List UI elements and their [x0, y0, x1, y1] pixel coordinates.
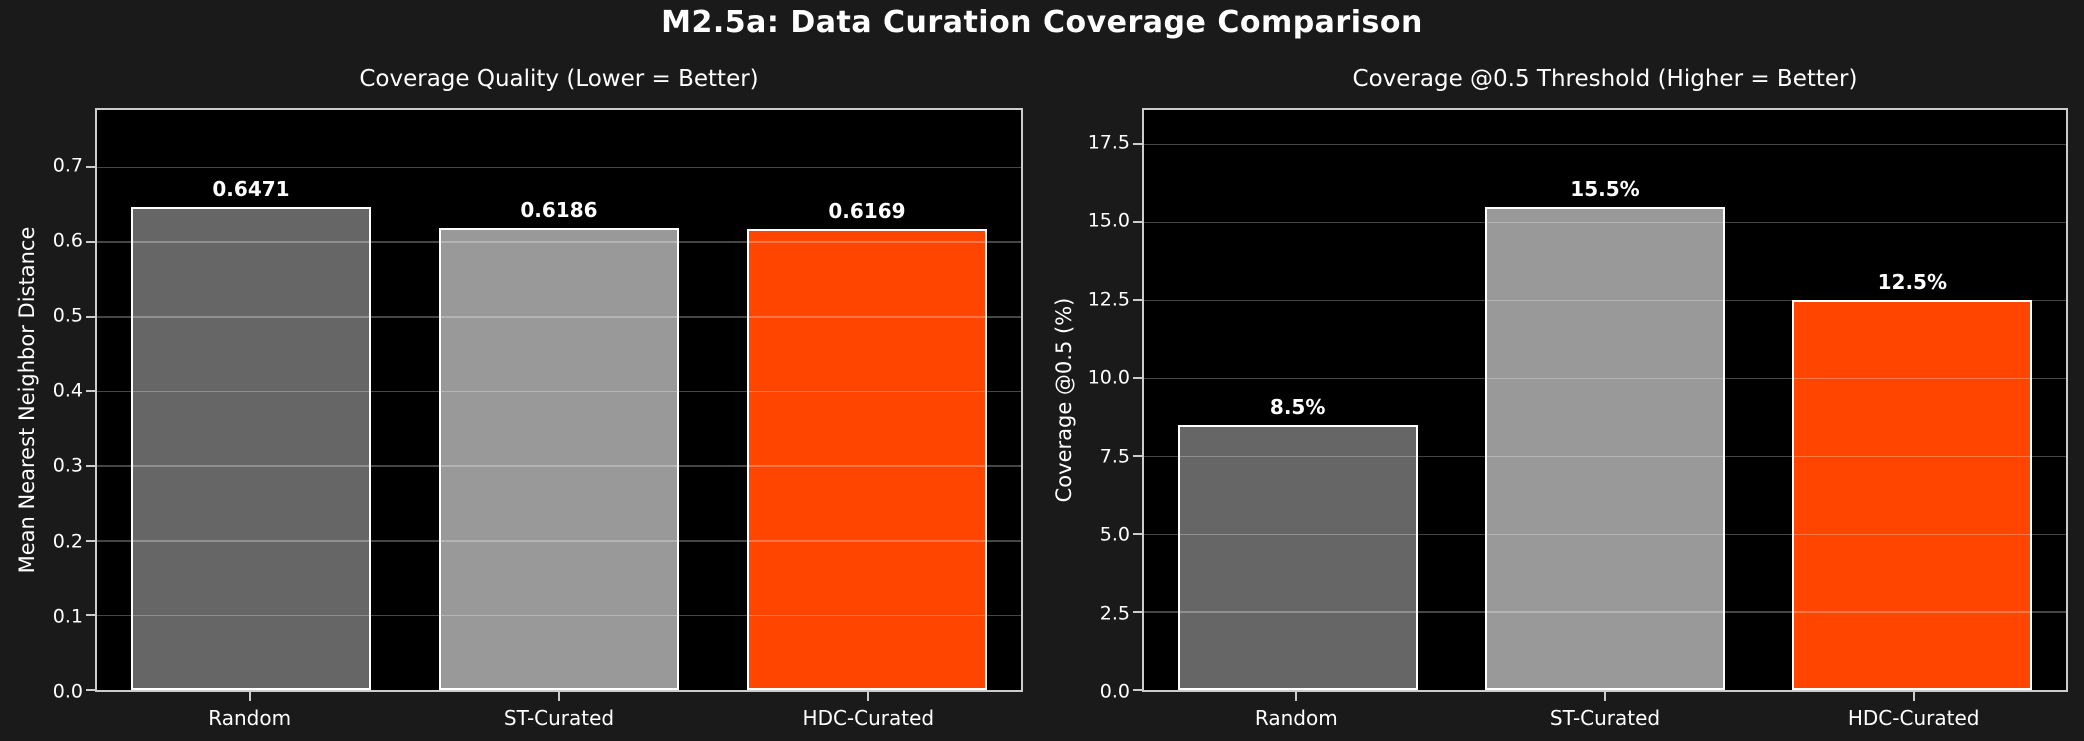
gridline	[97, 241, 1021, 243]
bar-random	[130, 206, 372, 690]
gridline	[97, 390, 1021, 393]
y-tick-label: 12.5	[1087, 288, 1130, 311]
gridline	[97, 614, 1021, 617]
y-tick-mark	[1133, 533, 1142, 536]
x-tick-label: HDC-Curated	[1847, 706, 1980, 730]
y-tick-mark	[1133, 143, 1142, 146]
y-tick-label: 0.1	[52, 605, 83, 628]
bar-value-label: 0.6471	[212, 176, 290, 201]
right-chart-title: Coverage @0.5 Threshold (Higher = Better…	[1352, 66, 1858, 92]
x-tick-mark	[1295, 692, 1298, 701]
x-tick-label: Random	[1254, 706, 1338, 730]
y-tick-label: 0.5	[52, 304, 83, 327]
gridline	[1144, 533, 2066, 536]
y-tick-mark	[86, 614, 95, 617]
y-tick-mark	[86, 539, 95, 542]
x-tick-mark	[558, 692, 560, 701]
gridline	[1144, 143, 2066, 146]
x-tick-mark	[248, 692, 251, 701]
right-y-axis: 0.0 2.5 5.0 7.5 10.0 12.5 15.0 17.5	[1060, 108, 1130, 701]
panel-coverage-threshold: Coverage @0.5 Threshold (Higher = Better…	[1042, 0, 2084, 741]
panel-coverage-quality: Coverage Quality (Lower = Better) Mean N…	[13, 66, 1023, 738]
bar-value-label: 0.6186	[520, 197, 598, 222]
x-tick-mark	[867, 692, 870, 701]
x-tick-label: HDC-Curated	[802, 706, 935, 730]
y-tick-mark	[1133, 455, 1142, 458]
y-tick-mark	[86, 689, 95, 691]
bar-value-label: 15.5%	[1570, 176, 1640, 201]
y-tick-label: 2.5	[1099, 602, 1130, 625]
gridline	[1144, 221, 2066, 224]
x-tick-mark	[1604, 692, 1606, 701]
y-tick-label: 0.7	[52, 154, 83, 177]
gridline	[1144, 377, 2066, 380]
left-chart-title: Coverage Quality (Lower = Better)	[359, 66, 759, 92]
y-tick-label: 7.5	[1099, 445, 1130, 468]
figure-title: M2.5a: Data Curation Coverage Comparison	[661, 5, 1423, 40]
bar-value-label: 0.6169	[828, 199, 906, 224]
y-tick-mark	[1133, 221, 1142, 224]
y-tick-mark	[1133, 299, 1142, 302]
y-tick-label: 0.0	[52, 680, 83, 703]
bar-slot-hdc-curated: 12.5%	[1759, 110, 2066, 690]
bar-random	[1177, 424, 1418, 690]
bar-hdc-curated	[1792, 300, 2033, 690]
y-tick-label: 15.0	[1087, 209, 1130, 232]
bar-slot-st-curated: 0.6186	[405, 110, 713, 690]
x-tick-label: ST-Curated	[503, 706, 615, 730]
y-tick-label: 10.0	[1087, 366, 1130, 389]
bar-slot-random: 8.5%	[1144, 110, 1451, 690]
gridline	[97, 465, 1021, 467]
bar-st-curated	[1485, 206, 1725, 690]
bar-st-curated	[438, 227, 680, 690]
y-tick-mark	[1133, 611, 1142, 614]
right-x-axis: Random ST-Curated HDC-Curated	[1142, 692, 2068, 738]
y-tick-label: 0.3	[52, 454, 83, 477]
y-tick-label: 0.0	[1099, 680, 1130, 703]
y-tick-label: 17.5	[1087, 131, 1130, 154]
y-tick-mark	[1133, 689, 1142, 691]
right-plot-area: 8.5% 15.5% 12.5%	[1133, 108, 2068, 692]
y-tick-mark	[1133, 377, 1142, 380]
x-tick-mark	[1912, 692, 1915, 701]
y-tick-mark	[86, 240, 95, 243]
x-tick-label: ST-Curated	[1549, 706, 1661, 730]
y-tick-label: 0.6	[52, 229, 83, 252]
left-plot-area: 0.6471 0.6186 0.6169	[86, 108, 1023, 692]
bar-slot-hdc-curated: 0.6169	[713, 110, 1021, 690]
x-tick-label: Random	[208, 706, 292, 730]
bar-hdc-curated	[746, 229, 988, 690]
y-tick-label: 0.4	[52, 379, 83, 402]
gridline	[1144, 299, 2066, 302]
bar-slot-st-curated: 15.5%	[1451, 110, 1758, 690]
left-y-axis: 0.0 0.1 0.2 0.3 0.4 0.5 0.6 0.7	[13, 108, 83, 701]
y-tick-label: 5.0	[1099, 523, 1130, 546]
y-tick-label: 0.2	[52, 530, 83, 553]
gridline	[97, 540, 1021, 542]
bar-slot-random: 0.6471	[97, 110, 405, 690]
y-tick-mark	[86, 166, 95, 169]
y-tick-mark	[86, 315, 95, 318]
y-tick-mark	[86, 390, 95, 393]
left-x-axis: Random ST-Curated HDC-Curated	[95, 692, 1023, 738]
gridline	[1144, 611, 2066, 614]
bar-value-label: 12.5%	[1877, 270, 1948, 295]
y-tick-mark	[86, 464, 95, 467]
gridline	[97, 315, 1021, 318]
bar-value-label: 8.5%	[1269, 394, 1326, 419]
gridline	[97, 166, 1021, 169]
gridline	[1144, 455, 2066, 458]
